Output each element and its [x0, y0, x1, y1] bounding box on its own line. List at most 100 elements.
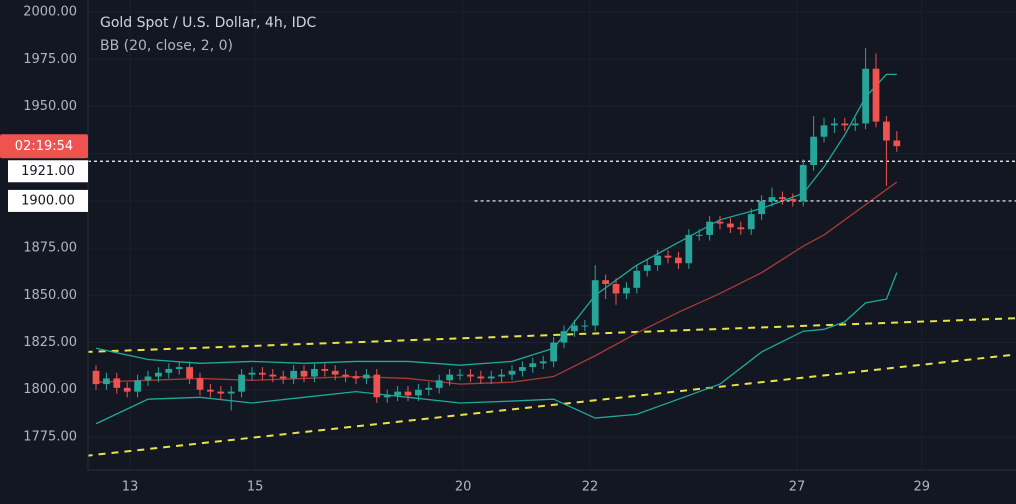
candle-body: [727, 223, 734, 228]
candle-body: [789, 199, 797, 201]
candle-body: [134, 380, 141, 392]
candle-body: [633, 270, 641, 288]
candle-body: [217, 391, 225, 394]
candle-body: [123, 387, 131, 392]
y-tick-label: 1775.00: [23, 429, 77, 444]
candle-body: [581, 325, 589, 327]
trendline: [88, 353, 1016, 457]
candle-body: [446, 374, 453, 381]
price-label: 1921.00: [21, 164, 75, 179]
candle-body: [820, 125, 828, 137]
candle-body: [487, 376, 495, 379]
candle-body: [394, 391, 401, 396]
price-label-box: [8, 160, 88, 183]
candle-body: [779, 197, 786, 200]
candle-body: [539, 361, 547, 364]
candle-body: [477, 376, 485, 379]
candle-body: [747, 214, 755, 230]
candle-body: [113, 378, 121, 388]
x-tick-label: 15: [247, 480, 264, 495]
candle-body: [352, 376, 360, 379]
candle-body: [248, 372, 256, 375]
candle-body: [675, 257, 682, 264]
candle-body: [144, 376, 152, 381]
candle-body: [175, 367, 183, 369]
candle-body: [342, 374, 349, 377]
candle-body: [435, 380, 443, 388]
candle-body: [872, 68, 880, 122]
x-tick-label: 13: [122, 480, 139, 495]
candle-body: [456, 374, 464, 376]
y-tick-label: 2000.00: [23, 5, 77, 20]
candle-body: [519, 367, 526, 371]
bollinger-line: [95, 272, 898, 425]
y-tick-label: 1950.00: [23, 99, 77, 114]
x-tick-label: 27: [789, 480, 806, 495]
candle-body: [238, 374, 245, 392]
candle-body: [207, 389, 214, 392]
price-label: 1900.00: [21, 193, 75, 208]
chart-subtitle: BB (20, close, 2, 0): [100, 38, 233, 54]
candle-body: [851, 123, 859, 126]
candle-body: [831, 123, 838, 126]
y-tick-label: 1850.00: [23, 288, 77, 303]
candle-body: [269, 374, 277, 377]
candle-body: [643, 265, 651, 271]
candle-body: [768, 197, 776, 201]
chart-title: Gold Spot / U.S. Dollar, 4h, IDC: [100, 15, 317, 31]
candle-body: [841, 123, 849, 126]
candle-body: [186, 367, 193, 379]
countdown-label: 02:19:54: [15, 139, 73, 154]
candle-body: [425, 387, 433, 390]
candle-body: [404, 391, 412, 396]
candle-body: [706, 221, 713, 235]
x-tick-label: 29: [914, 480, 931, 495]
candle-body: [155, 372, 162, 377]
candle-body: [311, 368, 318, 377]
countdown-box: [0, 134, 88, 159]
x-tick-label: 20: [455, 480, 472, 495]
candle-body: [279, 376, 287, 379]
candle-body: [259, 372, 266, 375]
candle-body: [654, 255, 661, 266]
candle-body: [508, 370, 516, 375]
y-tick-label: 1875.00: [23, 241, 77, 256]
candle-body: [810, 136, 817, 166]
candle-body: [373, 374, 381, 398]
candle-body: [165, 368, 173, 373]
y-tick-label: 1975.00: [23, 52, 77, 67]
candle-body: [363, 374, 370, 379]
candle-body: [893, 140, 901, 147]
candle-body: [529, 363, 537, 368]
candle-body: [550, 342, 557, 362]
y-tick-label: 1825.00: [23, 335, 77, 350]
plot-area: [88, 47, 1016, 457]
candle-body: [799, 165, 807, 201]
candle-body: [716, 221, 724, 224]
candle-body: [467, 374, 474, 377]
candle-body: [623, 287, 630, 294]
candle-body: [695, 234, 703, 236]
candle-body: [737, 227, 745, 230]
candle-body: [331, 370, 339, 375]
trendline: [88, 317, 1016, 353]
x-tick-label: 22: [582, 480, 599, 495]
candle-body: [300, 370, 308, 377]
candle-body: [321, 368, 329, 371]
axes: 1775.00 1800.00 1825.00 1850.00 1875.00 1900.…: [0, 5, 930, 495]
candle-body: [883, 121, 890, 141]
candle-body: [415, 389, 422, 396]
bollinger-line: [95, 181, 898, 385]
candle-body: [862, 68, 869, 124]
candle-body: [685, 234, 693, 264]
candle-body: [560, 331, 568, 343]
candle-body: [227, 391, 235, 394]
candle-body: [591, 280, 599, 326]
candle-body: [498, 374, 505, 377]
price-label-box: [8, 189, 88, 212]
candle-body: [571, 325, 578, 332]
candle-body: [602, 280, 609, 285]
